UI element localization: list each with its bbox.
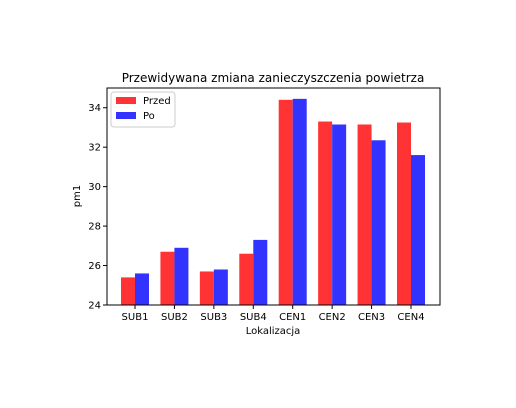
y-tick-label: 28	[88, 222, 101, 233]
bar-przed-sub1	[121, 277, 135, 305]
y-tick-label: 24	[88, 301, 101, 312]
x-axis-label: Lokalizacja	[246, 326, 301, 337]
bar-przed-sub4	[239, 253, 254, 305]
y-tick-label: 34	[88, 103, 101, 114]
legend-swatch-po	[116, 112, 136, 119]
y-tick-label: 26	[88, 261, 101, 272]
legend-swatch-przed	[116, 97, 136, 104]
bar-przed-sub3	[199, 271, 214, 305]
y-axis: 24 26 28 30 32 34	[88, 103, 107, 312]
plot-area-frame	[106, 87, 441, 306]
y-tick-label: 32	[88, 143, 101, 154]
bar-przed-cen4	[397, 122, 411, 305]
bar-po-cen1	[292, 98, 307, 305]
x-tick-label-sub1: SUB1	[122, 312, 149, 323]
legend-label-przed: Przed	[143, 96, 171, 107]
x-tick-label-sub2: SUB2	[161, 312, 188, 323]
bar-przed-cen2	[318, 121, 333, 305]
x-tick-label-sub3: SUB3	[200, 312, 227, 323]
bar-po-sub1	[135, 273, 149, 305]
bar-przed-cen3	[357, 124, 372, 305]
bar-po-cen4	[411, 155, 425, 305]
x-tick-label-cen4: CEN4	[397, 312, 424, 323]
x-tick-label-sub4: SUB4	[240, 312, 267, 323]
bar-przed-sub2	[160, 251, 175, 305]
bar-po-cen3	[371, 140, 386, 305]
bar-po-sub4	[253, 239, 268, 305]
legend-label-po: Po	[143, 111, 155, 122]
bar-po-cen2	[332, 124, 347, 305]
y-axis-label: pm1	[72, 185, 83, 207]
x-axis: SUB1 SUB2 SUB3 SUB4 CEN1 CEN2 CEN3 CEN4	[122, 305, 425, 323]
x-tick-label-cen3: CEN3	[358, 312, 385, 323]
x-tick-label-cen1: CEN1	[279, 312, 306, 323]
legend: Przed Po	[110, 91, 176, 128]
bar-po-sub2	[174, 247, 189, 305]
y-tick-label: 30	[88, 182, 101, 193]
chart-title: Przewidywana zmiana zanieczyszczenia pow…	[122, 71, 425, 85]
x-tick-label-cen2: CEN2	[319, 312, 346, 323]
bar-przed-cen1	[278, 99, 293, 305]
bars-layer	[121, 98, 425, 305]
bar-po-sub3	[213, 269, 228, 305]
